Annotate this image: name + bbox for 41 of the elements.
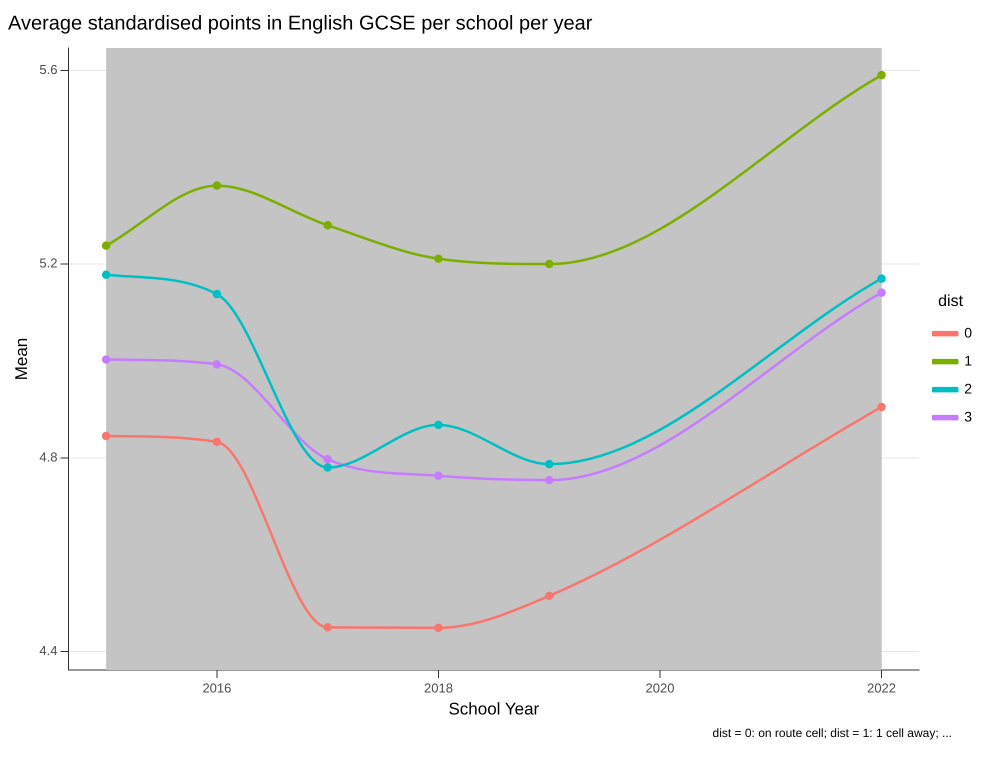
point — [544, 476, 554, 484]
y-tick-label: 4.8 — [39, 449, 58, 464]
legend-label: 0 — [964, 324, 972, 340]
point — [544, 592, 554, 600]
y-tick-label: 5.6 — [39, 62, 58, 77]
point — [102, 432, 110, 440]
point — [434, 420, 443, 430]
point — [323, 623, 332, 632]
point — [544, 260, 554, 268]
point — [877, 402, 886, 412]
x-axis-title: School Year — [448, 699, 540, 718]
point — [544, 460, 554, 468]
point — [212, 290, 222, 298]
point — [434, 624, 443, 632]
legend-label: 2 — [964, 380, 972, 396]
x-tick-label: 2016 — [202, 680, 232, 696]
point — [323, 221, 332, 230]
x-tick-label: 2018 — [424, 680, 453, 696]
point — [323, 463, 332, 472]
point — [212, 360, 222, 369]
point — [323, 455, 332, 464]
point — [877, 70, 886, 80]
y-tick-label: 4.4 — [39, 643, 58, 658]
point — [102, 241, 110, 250]
point — [212, 181, 222, 190]
y-tick-label: 5.2 — [39, 256, 58, 271]
y-axis-title: Mean — [12, 338, 31, 380]
legend-label: 3 — [964, 408, 972, 424]
x-tick-label: 2022 — [867, 680, 896, 696]
chart-title: Average standardised points in English GCSE per school per year — [8, 12, 593, 35]
text: dist = 0: on route cell; dist = 1: 1 cell away; ... — [712, 726, 953, 740]
legend-label: 1 — [964, 352, 972, 368]
point — [102, 270, 110, 279]
legend-title: dist — [938, 292, 964, 310]
point — [877, 274, 886, 283]
x-tick-label: 2020 — [646, 680, 674, 696]
point — [434, 471, 443, 480]
point — [212, 438, 222, 446]
point — [102, 355, 110, 364]
point — [877, 288, 886, 297]
point — [434, 254, 443, 263]
